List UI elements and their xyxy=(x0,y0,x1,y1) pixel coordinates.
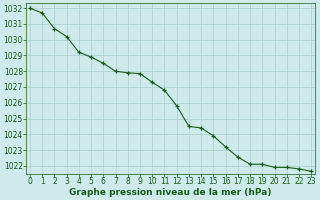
X-axis label: Graphe pression niveau de la mer (hPa): Graphe pression niveau de la mer (hPa) xyxy=(69,188,272,197)
